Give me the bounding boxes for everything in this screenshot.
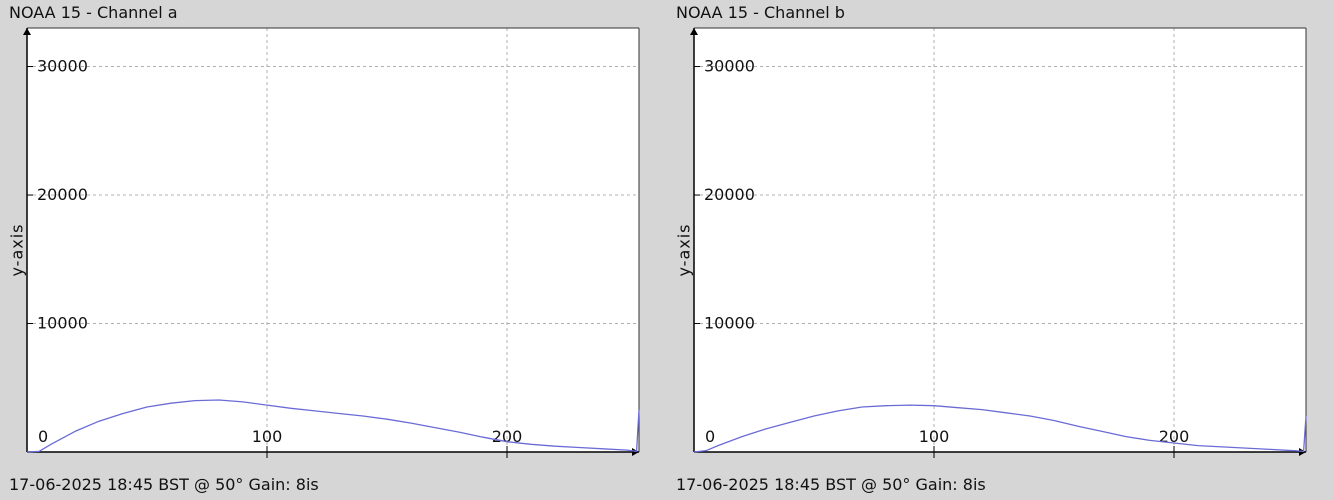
chart-footer: 17-06-2025 18:45 BST @ 50° Gain: 8is xyxy=(676,475,986,494)
chart-plot-channel-b: 10000 20000 30000 0 100 200 xyxy=(690,27,1307,458)
series-line xyxy=(26,399,640,453)
chart-footer: 17-06-2025 18:45 BST @ 50° Gain: 8is xyxy=(9,475,319,494)
footer-text: 17-06-2025 18:45 BST @ 50° Gain: 8 xyxy=(676,475,973,494)
series-line xyxy=(693,404,1307,453)
plot-area xyxy=(694,28,1306,452)
x-axis-arrow xyxy=(632,448,639,456)
chart-title: NOAA 15 - Channel b xyxy=(676,3,845,22)
y-tick-label: 30000 xyxy=(37,57,88,76)
plot-area xyxy=(27,28,639,452)
chart-panel-channel-a: NOAA 15 - Channel a y-axis 10000 20000 300… xyxy=(8,3,640,494)
y-axis-arrow xyxy=(23,28,31,35)
footer-symbol: is xyxy=(972,475,986,494)
y-tick-label: 20000 xyxy=(704,185,755,204)
x-tick-label: 200 xyxy=(492,427,523,446)
footer-symbol: is xyxy=(305,475,319,494)
x-tick-label: 100 xyxy=(919,427,950,446)
y-axis-arrow xyxy=(690,28,698,35)
chart-panel-channel-b: NOAA 15 - Channel b y-axis 10000 20000 300… xyxy=(667,0,1334,500)
x-tick-label: 0 xyxy=(38,427,48,446)
chart-plot-channel-a: 10000 20000 30000 0 100 200 xyxy=(23,27,640,458)
y-tick-label: 30000 xyxy=(704,57,755,76)
y-tick-label: 10000 xyxy=(704,314,755,333)
x-tick-label: 200 xyxy=(1159,427,1190,446)
x-tick-label: 100 xyxy=(252,427,283,446)
y-tick-label: 20000 xyxy=(37,185,88,204)
x-tick-label: 0 xyxy=(705,427,715,446)
y-tick-label: 10000 xyxy=(37,314,88,333)
footer-text: 17-06-2025 18:45 BST @ 50° Gain: 8 xyxy=(9,475,306,494)
chart-title: NOAA 15 - Channel a xyxy=(9,3,178,22)
x-axis-arrow xyxy=(1299,448,1306,456)
